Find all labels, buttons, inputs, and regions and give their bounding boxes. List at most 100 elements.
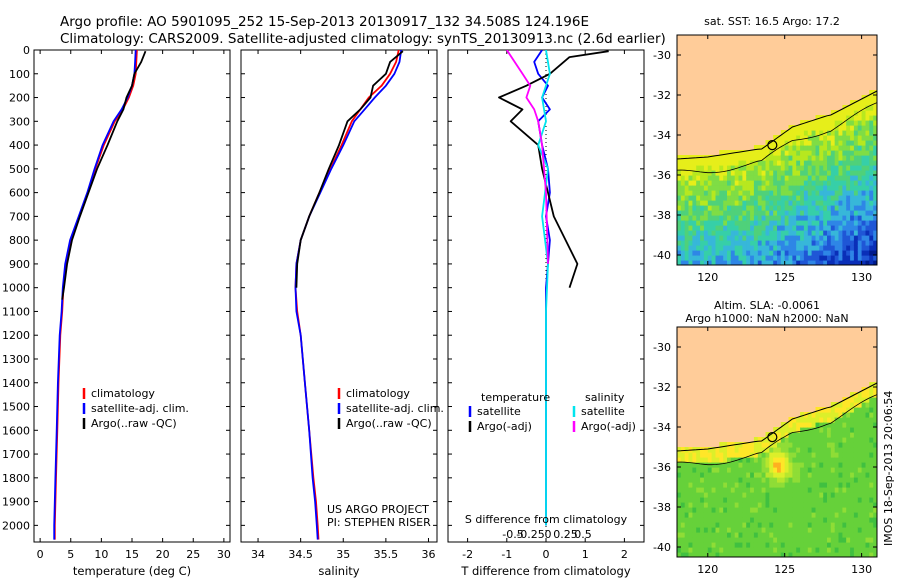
map-cell — [800, 497, 805, 503]
temp-ytick-label: 300 — [9, 115, 30, 128]
map-cell — [796, 225, 801, 231]
map-cell — [857, 210, 863, 216]
map-cell — [830, 447, 836, 453]
map-cell — [746, 235, 751, 241]
map-cell — [707, 502, 713, 508]
map-cell — [773, 537, 778, 543]
map-cell — [684, 452, 690, 458]
map-cell — [861, 392, 866, 398]
map-cell — [815, 457, 820, 463]
map-cell — [823, 512, 828, 518]
map-cell — [707, 532, 713, 538]
map-cell — [827, 120, 832, 126]
map-cell — [761, 225, 766, 231]
map-cell — [827, 537, 832, 543]
map-cell — [753, 507, 759, 513]
map-cell — [788, 482, 793, 488]
map-cell — [742, 447, 747, 453]
map-cell — [692, 160, 697, 166]
map-cell — [861, 427, 866, 433]
map-cell — [750, 467, 755, 473]
map-cell — [757, 150, 763, 156]
map-cell — [803, 512, 809, 518]
map-cell — [777, 547, 782, 553]
map-cell — [719, 185, 724, 191]
map-cell — [865, 507, 870, 513]
map-cell — [738, 472, 743, 478]
map-cell — [757, 195, 763, 201]
map-cell — [696, 547, 701, 553]
map-cell — [769, 477, 774, 483]
map-cell — [677, 547, 682, 553]
argo-position-marker — [767, 432, 778, 443]
map-cell — [753, 517, 759, 523]
map-cell — [788, 230, 793, 236]
map-cell — [838, 235, 843, 241]
map-cell — [803, 547, 809, 553]
map-cell — [850, 140, 855, 146]
map-cell — [784, 175, 790, 181]
map-cell — [703, 507, 709, 513]
map-cell — [834, 170, 840, 176]
map-cell — [719, 477, 724, 483]
map-cell — [803, 467, 809, 473]
map-cell — [873, 527, 877, 533]
map-cell — [842, 145, 847, 151]
map-cell — [850, 432, 855, 438]
map-cell — [792, 215, 797, 221]
map-cell — [719, 260, 724, 265]
map-cell — [753, 442, 759, 448]
map-cell — [865, 170, 870, 176]
map-cell — [730, 160, 736, 166]
map-cell — [784, 427, 790, 433]
map-cell — [734, 220, 740, 226]
map-cell — [750, 205, 755, 211]
map-cell — [861, 240, 866, 246]
map-cell — [800, 230, 805, 236]
map-cell — [703, 467, 709, 473]
map-cell — [857, 260, 863, 265]
map-cell — [850, 100, 855, 106]
map-cell — [700, 517, 705, 523]
map-cell — [719, 547, 724, 553]
map-cell — [838, 115, 843, 121]
map-cell — [734, 195, 740, 201]
map-cell — [788, 532, 793, 538]
map-cell — [777, 210, 782, 216]
map-cell — [819, 507, 824, 513]
map-cell — [850, 397, 855, 403]
map-cell — [788, 527, 793, 533]
map-cell — [830, 407, 836, 413]
map-cell — [796, 155, 801, 161]
map-cell — [861, 165, 866, 171]
map-cell — [838, 517, 843, 523]
map-cell — [792, 190, 797, 196]
map-cell — [761, 195, 766, 201]
map-cell — [815, 200, 820, 206]
map-cell — [680, 170, 686, 176]
map-cell — [677, 462, 682, 468]
map-cell — [738, 532, 743, 538]
map-cell — [838, 417, 843, 423]
map-cell — [807, 250, 813, 256]
map-cell — [865, 200, 870, 206]
map-cell — [777, 200, 782, 206]
map-cell — [788, 537, 793, 543]
map-cell — [769, 165, 774, 171]
map-cell — [707, 497, 713, 503]
map-cell — [846, 507, 851, 513]
map-cell — [869, 457, 874, 463]
map-cell — [873, 145, 877, 151]
map-cell — [773, 205, 778, 211]
map-cell — [723, 150, 728, 156]
map-cell — [850, 467, 855, 473]
map-cell — [796, 462, 801, 468]
map-cell — [784, 195, 790, 201]
map-cell — [696, 165, 701, 171]
map-cell — [742, 532, 747, 538]
map-cell — [792, 145, 797, 151]
map-cell — [784, 472, 790, 478]
map-cell — [830, 487, 836, 493]
map-cell — [692, 492, 697, 498]
map-cell — [869, 517, 874, 523]
